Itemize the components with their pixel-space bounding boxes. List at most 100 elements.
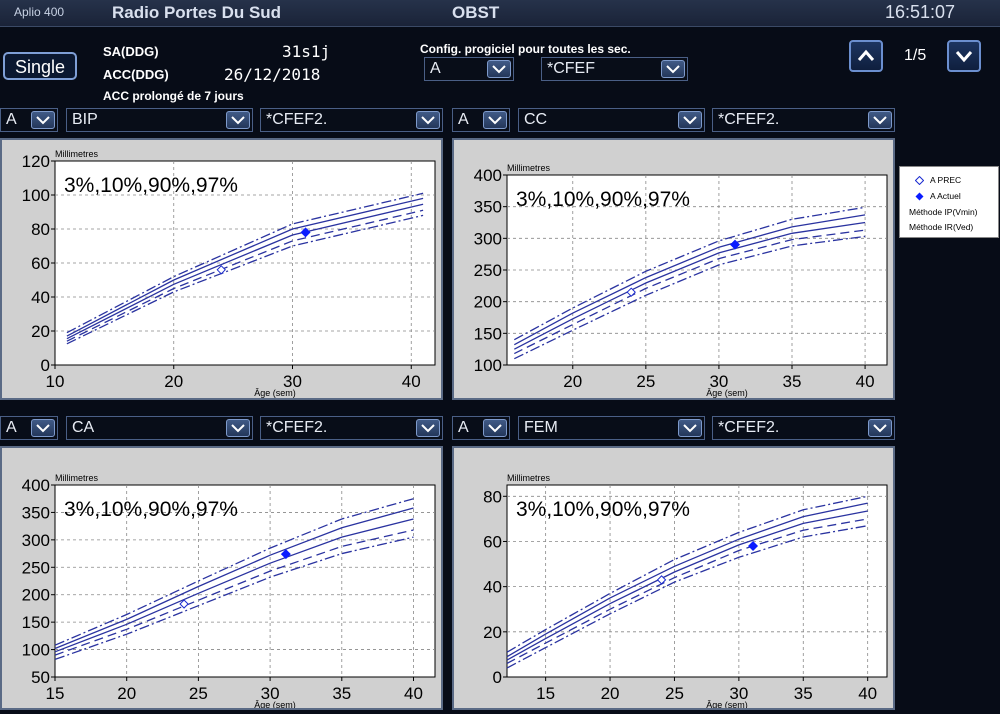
y-tick-label: 400 bbox=[474, 166, 502, 185]
chevron-down-icon[interactable] bbox=[678, 419, 702, 437]
sa-label: SA(DDG) bbox=[103, 44, 159, 59]
x-tick-label: 35 bbox=[794, 684, 813, 703]
chevron-down-icon[interactable] bbox=[416, 419, 440, 437]
panel2-measure-select[interactable]: CC bbox=[518, 108, 705, 132]
legend-method-ir: Méthode IR(Ved) bbox=[909, 222, 974, 232]
panel4-measure-select[interactable]: FEM bbox=[518, 416, 705, 440]
chevron-down-icon[interactable] bbox=[31, 111, 55, 129]
page-indicator: 1/5 bbox=[904, 47, 927, 64]
percentile-curve bbox=[54, 536, 414, 661]
current-measure-point bbox=[730, 239, 740, 250]
chart-bip: 10 20 30 40 0 20 40 60 80 100 120 Millimetres Âge (s… bbox=[0, 138, 443, 400]
config-table-select[interactable]: *CFEF bbox=[541, 57, 688, 81]
percentile-curve bbox=[506, 495, 868, 653]
y-tick-label: 150 bbox=[474, 324, 502, 343]
percentile-curve bbox=[66, 214, 424, 345]
chevron-down-icon[interactable] bbox=[416, 111, 440, 129]
prev-measure-point bbox=[656, 575, 667, 585]
x-tick-label: 35 bbox=[332, 684, 351, 703]
chevron-down-icon[interactable] bbox=[226, 419, 250, 437]
percentile-curve bbox=[54, 529, 414, 656]
y-tick-label: 50 bbox=[31, 668, 50, 687]
chevron-down-icon[interactable] bbox=[868, 111, 892, 129]
x-tick-label: 20 bbox=[601, 684, 620, 703]
current-measure-point bbox=[300, 227, 311, 238]
panel4-table-select[interactable]: *CFEF2. bbox=[712, 416, 895, 440]
chevron-down-icon[interactable] bbox=[31, 419, 55, 437]
panel1-measure-select[interactable]: BIP bbox=[66, 108, 253, 132]
config-fetus-select[interactable]: A bbox=[424, 57, 514, 81]
panel1-fetus-select[interactable]: A bbox=[0, 108, 58, 132]
percentile-curve bbox=[66, 209, 424, 342]
panel3-fetus-select[interactable]: A bbox=[0, 416, 58, 440]
chevron-down-icon[interactable] bbox=[483, 419, 507, 437]
x-tick-label: 20 bbox=[164, 372, 183, 391]
y-tick-label: 200 bbox=[22, 586, 50, 605]
x-tick-label: 25 bbox=[636, 372, 655, 391]
x-tick-label: 40 bbox=[402, 372, 421, 391]
current-measure-point bbox=[748, 540, 759, 551]
legend-prev: A PREC bbox=[900, 174, 1000, 188]
x-tick-label: 25 bbox=[189, 684, 208, 703]
percentile-curve bbox=[514, 229, 866, 355]
prev-measure-point bbox=[179, 599, 189, 609]
sa-value: 31s1j bbox=[282, 42, 331, 61]
y-tick-label: 120 bbox=[22, 152, 50, 171]
y-tick-label: 350 bbox=[474, 198, 502, 217]
panel3-measure-select[interactable]: CA bbox=[66, 416, 253, 440]
y-tick-label: 80 bbox=[483, 487, 502, 506]
panel2-fetus-select[interactable]: A bbox=[452, 108, 510, 132]
x-axis-label: Âge (sem) bbox=[254, 700, 296, 710]
x-tick-label: 10 bbox=[46, 372, 65, 391]
y-tick-label: 400 bbox=[22, 476, 50, 495]
page-down-button[interactable] bbox=[947, 40, 981, 72]
x-axis-label: Âge (sem) bbox=[706, 388, 748, 398]
legend-actuel: A Actuel bbox=[900, 190, 1000, 204]
x-tick-label: 20 bbox=[117, 684, 136, 703]
x-tick-label: 40 bbox=[856, 372, 875, 391]
percentile-curve bbox=[506, 502, 868, 658]
panel4-fetus-select[interactable]: A bbox=[452, 416, 510, 440]
median-curve bbox=[66, 203, 424, 340]
chevron-down-icon[interactable] bbox=[483, 111, 507, 129]
y-tick-label: 250 bbox=[22, 558, 50, 577]
y-tick-label: 100 bbox=[474, 356, 502, 375]
chevron-down-icon[interactable] bbox=[487, 60, 511, 78]
y-tick-label: 60 bbox=[483, 532, 502, 551]
panel2-table-select[interactable]: *CFEF2. bbox=[712, 108, 895, 132]
chevron-down-icon[interactable] bbox=[678, 111, 702, 129]
y-tick-label: 0 bbox=[41, 356, 50, 375]
y-tick-label: 20 bbox=[483, 623, 502, 642]
panel1-table-select[interactable]: *CFEF2. bbox=[260, 108, 443, 132]
x-axis-label: Âge (sem) bbox=[706, 700, 748, 710]
y-tick-label: 60 bbox=[31, 254, 50, 273]
single-button[interactable]: Single bbox=[3, 52, 77, 80]
chart-title: 3%,10%,90%,97% bbox=[64, 498, 238, 521]
y-axis-label: Millimetres bbox=[507, 473, 551, 483]
x-tick-label: 30 bbox=[709, 372, 728, 391]
chevron-down-icon bbox=[955, 51, 973, 63]
median-curve bbox=[54, 518, 414, 653]
y-tick-label: 0 bbox=[493, 668, 502, 687]
chevron-down-icon[interactable] bbox=[661, 60, 685, 78]
median-curve bbox=[514, 221, 866, 350]
clock: 16:51:07 bbox=[885, 2, 956, 22]
chevron-down-icon[interactable] bbox=[868, 419, 892, 437]
percentile-curve bbox=[66, 197, 424, 337]
y-tick-label: 20 bbox=[31, 322, 50, 341]
y-tick-label: 250 bbox=[474, 261, 502, 280]
y-tick-label: 300 bbox=[22, 531, 50, 550]
page-up-button[interactable] bbox=[849, 40, 883, 72]
chart-title: 3%,10%,90%,97% bbox=[64, 174, 238, 197]
x-tick-label: 20 bbox=[563, 372, 582, 391]
plot-area bbox=[54, 160, 436, 366]
y-tick-label: 40 bbox=[31, 288, 50, 307]
x-tick-label: 30 bbox=[729, 684, 748, 703]
legend-method-ip: Méthode IP(Vmin) bbox=[909, 207, 978, 217]
chart-title: 3%,10%,90%,97% bbox=[516, 498, 690, 521]
panel3-table-select[interactable]: *CFEF2. bbox=[260, 416, 443, 440]
y-tick-label: 40 bbox=[483, 578, 502, 597]
chevron-down-icon[interactable] bbox=[226, 111, 250, 129]
percentile-curve bbox=[514, 235, 866, 360]
median-curve bbox=[506, 510, 868, 661]
